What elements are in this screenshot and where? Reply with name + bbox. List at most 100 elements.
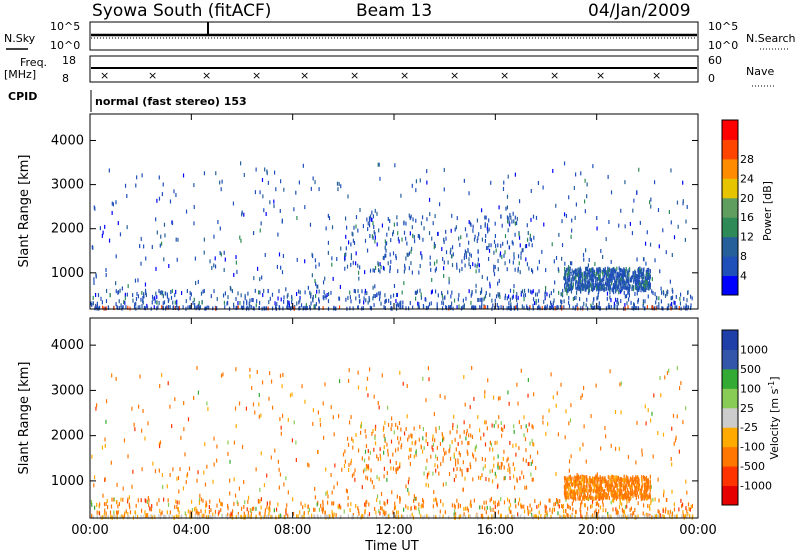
- echo-mark: [649, 285, 651, 290]
- echo-mark: [376, 454, 378, 459]
- echo-mark: [198, 498, 200, 503]
- echo-mark: [208, 509, 211, 514]
- echo-mark: [648, 485, 650, 490]
- echo-mark: [633, 198, 635, 203]
- echo-mark: [600, 493, 603, 498]
- echo-mark: [601, 487, 603, 492]
- echo-mark: [501, 462, 503, 467]
- echo-mark: [406, 383, 408, 388]
- echo-mark: [312, 176, 314, 181]
- echo-mark: [604, 434, 607, 439]
- echo-mark: [679, 292, 682, 297]
- echo-mark: [167, 299, 169, 304]
- echo-mark: [109, 293, 111, 298]
- echo-mark: [339, 284, 341, 289]
- echo-mark: [511, 219, 513, 224]
- echo-mark: [486, 223, 489, 228]
- echo-mark: [111, 373, 113, 378]
- echo-mark: [517, 514, 520, 519]
- echo-mark: [365, 434, 367, 439]
- echo-mark: [627, 455, 630, 460]
- echo-mark: [360, 421, 363, 426]
- echo-mark: [670, 168, 672, 173]
- echo-mark: [505, 515, 507, 520]
- colorbar-segment: [722, 485, 738, 506]
- nave-label: Nave: [746, 65, 774, 78]
- echo-mark: [418, 305, 420, 310]
- echo-mark: [418, 270, 420, 275]
- echo-mark: [666, 289, 668, 294]
- echo-mark: [499, 295, 501, 300]
- echo-mark: [227, 440, 229, 445]
- echo-mark: [597, 483, 599, 488]
- echo-mark: [160, 512, 162, 517]
- echo-mark: [399, 464, 401, 469]
- echo-mark: [105, 511, 107, 516]
- echo-mark: [615, 492, 618, 497]
- echo-mark: [355, 224, 357, 229]
- echo-mark: [250, 305, 252, 310]
- echo-mark: [410, 246, 413, 251]
- echo-mark: [320, 503, 322, 508]
- echo-mark: [379, 291, 381, 296]
- echo-mark: [579, 286, 581, 291]
- echo-mark: [264, 167, 266, 172]
- echo-mark: [613, 305, 615, 310]
- echo-mark: [592, 480, 594, 485]
- echo-mark: [460, 235, 462, 240]
- echo-mark: [370, 217, 372, 222]
- echo-mark: [654, 292, 656, 297]
- echo-mark: [196, 478, 198, 483]
- echo-mark: [651, 277, 653, 282]
- echo-mark: [574, 484, 576, 489]
- echo-mark: [586, 194, 588, 199]
- echo-mark: [367, 464, 369, 469]
- echo-mark: [569, 514, 571, 519]
- echo-mark: [535, 215, 538, 220]
- echo-mark: [643, 493, 646, 498]
- echo-mark: [435, 266, 437, 271]
- echo-mark: [105, 514, 107, 519]
- echo-mark: [649, 274, 651, 279]
- echo-mark: [113, 306, 115, 311]
- echo-mark: [641, 493, 643, 498]
- echo-mark: [523, 305, 525, 310]
- echo-mark: [459, 452, 461, 457]
- echo-mark: [674, 305, 676, 310]
- echo-mark: [351, 436, 353, 441]
- echo-mark: [563, 276, 565, 281]
- echo-mark: [483, 500, 485, 505]
- echo-mark: [489, 284, 491, 289]
- echo-mark: [625, 280, 627, 285]
- echo-mark: [616, 491, 618, 496]
- echo-mark: [270, 379, 273, 384]
- colorbar-segment: [722, 120, 738, 140]
- echo-mark: [347, 514, 350, 519]
- echo-mark: [205, 500, 207, 505]
- echo-mark: [376, 242, 378, 247]
- echo-mark: [604, 479, 606, 484]
- echo-mark: [506, 194, 509, 199]
- echo-mark: [629, 484, 631, 489]
- echo-mark: [629, 491, 631, 496]
- echo-mark: [648, 494, 650, 499]
- echo-mark: [591, 495, 593, 500]
- echo-mark: [345, 234, 347, 239]
- echo-mark: [355, 251, 357, 256]
- echo-mark: [311, 513, 313, 518]
- echo-mark: [202, 289, 204, 294]
- echo-mark: [569, 418, 572, 423]
- echo-mark: [134, 278, 137, 283]
- echo-mark: [566, 272, 568, 277]
- echo-mark: [485, 476, 487, 481]
- colorbar-segment: [722, 466, 738, 487]
- echo-mark: [324, 514, 326, 519]
- echo-mark: [602, 267, 605, 272]
- echo-mark: [594, 479, 596, 484]
- echo-mark: [605, 482, 608, 487]
- echo-mark: [564, 272, 566, 277]
- echo-mark: [385, 241, 388, 246]
- echo-mark: [617, 301, 619, 306]
- echo-mark: [563, 299, 565, 304]
- echo-mark: [619, 496, 621, 501]
